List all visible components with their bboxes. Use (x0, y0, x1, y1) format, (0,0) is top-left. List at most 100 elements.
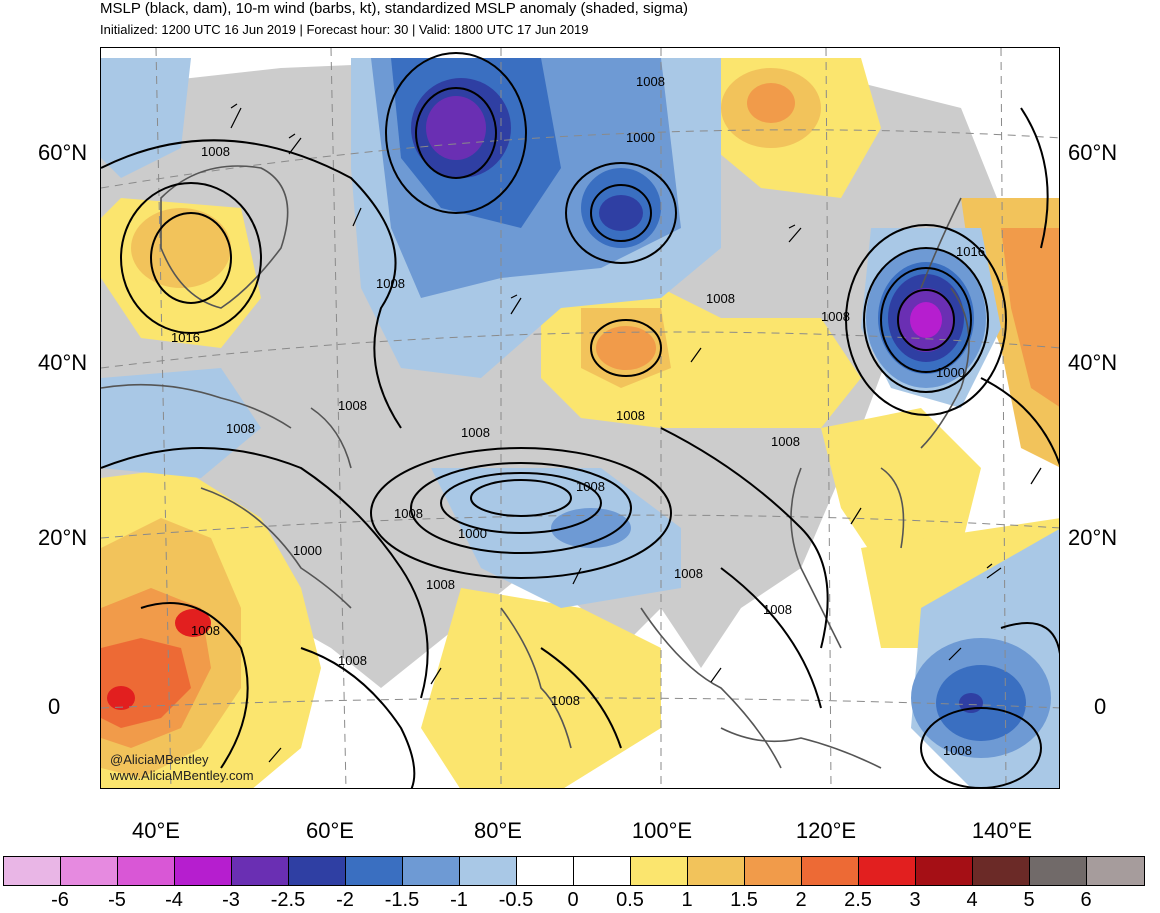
colorbar-swatch (346, 857, 403, 885)
isobar-label: 1008 (426, 577, 455, 592)
colorbar-swatch (1030, 857, 1087, 885)
isobar-label: 1008 (674, 566, 703, 581)
isobar-label: 1008 (226, 421, 255, 436)
lon-label: 40°E (132, 818, 180, 843)
colorbar-tick-label: 6 (1080, 889, 1092, 911)
colorbar-swatch (232, 857, 289, 885)
colorbar-tick-label: 4 (966, 889, 978, 911)
colorbar-tick-label: 2.5 (844, 889, 872, 911)
anomaly-negative-black-sea (101, 368, 261, 478)
lat-label-right: 20°N (1068, 525, 1118, 550)
anomaly-max-africa (175, 609, 211, 637)
colorbar-tick-label: -5 (108, 889, 126, 911)
isobars (101, 52, 1059, 788)
colorbar-swatch (403, 857, 460, 885)
graticule (101, 48, 1059, 788)
isobar-label: 1008 (338, 398, 367, 413)
colorbar-tick-label: 0 (567, 889, 579, 911)
anomaly-positive-pacific-high (1001, 228, 1059, 407)
isobar-label: 1016 (956, 244, 985, 259)
colorbar-swatch (745, 857, 802, 885)
lat-label-left: 20°N (38, 525, 88, 550)
lon-label: 60°E (306, 818, 354, 843)
colorbar-tick-label: -6 (51, 889, 69, 911)
colorbar-tick-label: -4 (165, 889, 183, 911)
isobar-label: 1000 (626, 130, 655, 145)
lon-label: 100°E (631, 818, 693, 843)
lat-label-right: 40°N (1068, 350, 1118, 375)
lat-label-right: 60°N (1068, 140, 1118, 165)
isobar-label: 1008 (338, 653, 367, 668)
colorbar-swatch (802, 857, 859, 885)
chart-subtitle: Initialized: 1200 UTC 16 Jun 2019 | Fore… (100, 22, 589, 37)
anomaly-min-siberia-core (426, 96, 486, 160)
colorbar-tick-label: -1.5 (384, 889, 420, 911)
colorbar-swatch (460, 857, 517, 885)
map-svg: 1008 1000 1008 1016 1008 1008 1008 1008 … (101, 48, 1059, 788)
colorbar-swatch (4, 857, 61, 885)
lon-label: 120°E (795, 818, 857, 843)
colorbar-tick-label: 0.5 (616, 889, 644, 911)
isobar-label: 1008 (461, 425, 490, 440)
colorbar-swatch (175, 857, 232, 885)
colorbar (3, 856, 1145, 886)
anomaly-max-arctic-2 (747, 83, 795, 123)
anomaly-max-europe (131, 208, 231, 288)
colorbar-swatch (118, 857, 175, 885)
isobar-label: 1008 (191, 623, 220, 638)
colorbar-tick-label: -1 (450, 889, 468, 911)
anomaly-min-tibet (551, 508, 631, 548)
anomaly-max-africa-2 (107, 686, 135, 710)
anomaly-negative-tibet (431, 468, 681, 608)
colorbar-swatch (916, 857, 973, 885)
colorbar-tick-label: 2 (795, 889, 807, 911)
colorbar-tick-label: -0.5 (498, 889, 534, 911)
isobar-labels-extra: 1008 1008 (551, 693, 972, 758)
colorbar-swatch (688, 857, 745, 885)
svg-text:1008: 1008 (943, 743, 972, 758)
isobar-labels: 1008 1000 1008 1016 1008 1008 1008 1008 … (171, 74, 985, 668)
credit-site[interactable]: www.AliciaMBentley.com (110, 768, 254, 783)
lat-label-right: 0 (1094, 694, 1107, 719)
isobar-label: 1008 (763, 602, 792, 617)
colorbar-swatch (973, 857, 1030, 885)
colorbar-tick-label: -2 (336, 889, 354, 911)
colorbar-tick-label: -3 (222, 889, 240, 911)
anomaly-min-siberia-2-core (599, 195, 643, 231)
chart-title: MSLP (black, dam), 10-m wind (barbs, kt)… (100, 0, 689, 17)
credit-handle: @AliciaMBentley (110, 752, 209, 767)
isobar-label: 1008 (201, 144, 230, 159)
colorbar-tick-label: 3 (909, 889, 921, 911)
coastlines (101, 165, 970, 769)
colorbar-swatch (574, 857, 631, 885)
anomaly-positive-japan (821, 408, 981, 568)
map-panel: 1008 1000 1008 1016 1008 1008 1008 1008 … (100, 47, 1060, 789)
colorbar-swatch (1087, 857, 1144, 885)
colorbar-swatch (631, 857, 688, 885)
isobar-label: 1008 (394, 506, 423, 521)
colorbar-swatch (61, 857, 118, 885)
colorbar-swatch (859, 857, 916, 885)
lon-label: 80°E (474, 818, 522, 843)
lon-label: 140°E (971, 818, 1033, 843)
svg-text:1008: 1008 (551, 693, 580, 708)
isobar-label: 1000 (936, 365, 965, 380)
isobar-label: 1008 (576, 479, 605, 494)
anomaly-min-okhotsk-5 (910, 302, 942, 338)
isobar-label: 1008 (616, 408, 645, 423)
anomaly-negative-north-atlantic (101, 58, 191, 178)
isobar-label: 1008 (636, 74, 665, 89)
wind-barbs (230, 103, 1042, 763)
isobar-label: 1008 (821, 309, 850, 324)
lat-label-left: 0 (48, 694, 61, 719)
isobar-label: 1000 (293, 543, 322, 558)
colorbar-swatch (517, 857, 574, 885)
isobar-label: 1008 (706, 291, 735, 306)
anomaly-max-mongolia (596, 326, 656, 370)
colorbar-tick-label: -2.5 (270, 889, 306, 911)
colorbar-tick-label: 1 (681, 889, 693, 911)
isobar-label: 1008 (771, 434, 800, 449)
colorbar-swatch (289, 857, 346, 885)
lat-label-left: 60°N (38, 140, 88, 165)
isobar-label: 1000 (458, 526, 487, 541)
